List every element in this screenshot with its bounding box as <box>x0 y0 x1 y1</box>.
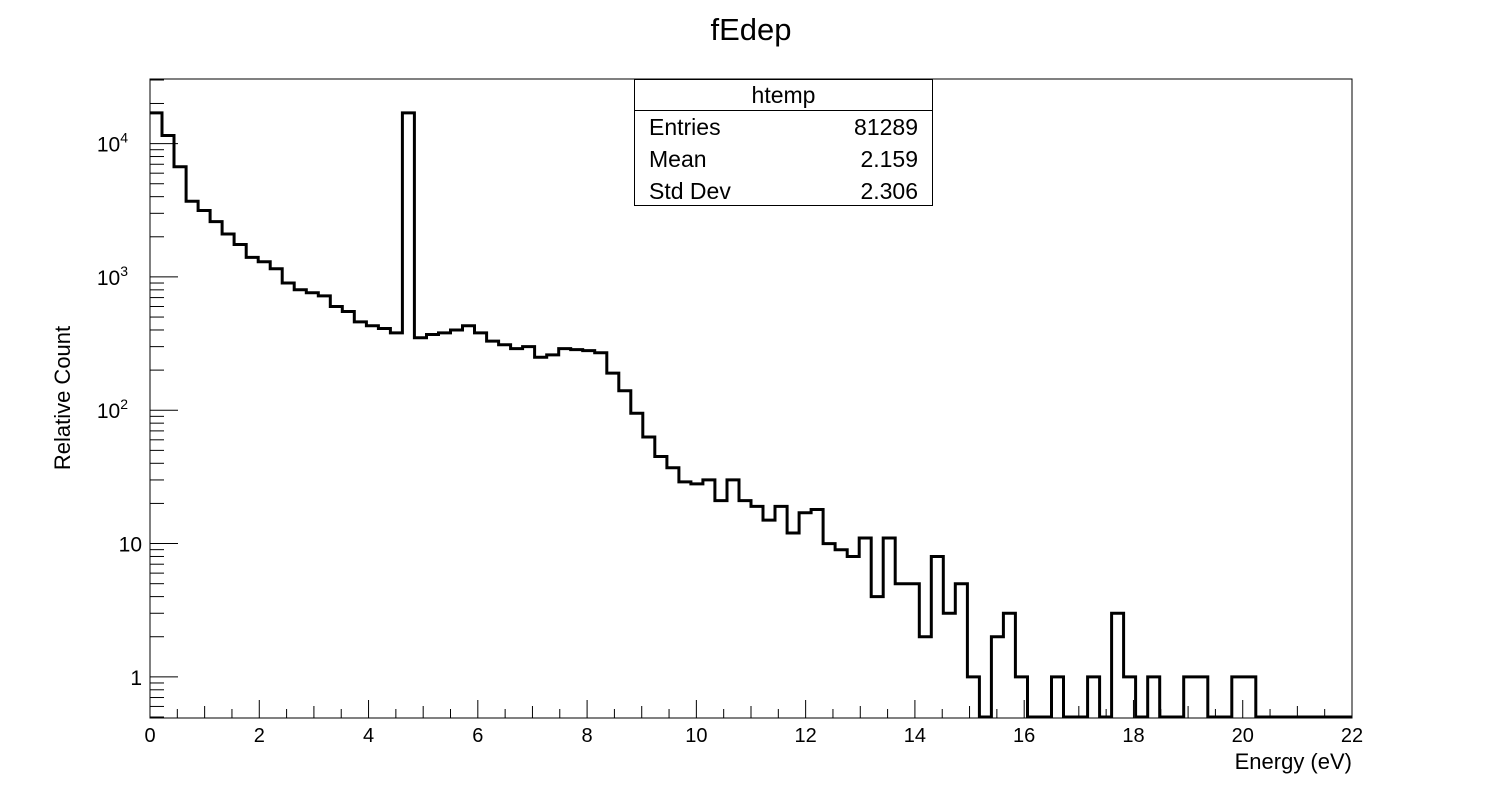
y-tick-label: 104 <box>97 130 128 157</box>
x-tick-label: 4 <box>363 725 374 747</box>
stats-label: Mean <box>649 146 707 172</box>
y-tick-label: 1 <box>130 667 142 690</box>
x-tick-label: 6 <box>472 725 483 747</box>
x-tick-label: 16 <box>1013 725 1035 747</box>
x-tick-label: 14 <box>904 725 926 747</box>
stats-label: Std Dev <box>649 178 731 204</box>
x-tick-label: 2 <box>254 725 265 747</box>
stats-row-stddev: Std Dev 2.306 <box>635 175 932 207</box>
x-tick-label: 20 <box>1232 725 1254 747</box>
stats-row-entries: Entries 81289 <box>635 111 932 143</box>
x-axis-label: Energy (eV) <box>1235 749 1352 774</box>
stats-title: htemp <box>635 80 932 111</box>
x-tick-label: 18 <box>1122 725 1144 747</box>
stats-value: 2.306 <box>860 178 918 204</box>
stats-value: 2.159 <box>860 146 918 172</box>
x-tick-label: 10 <box>685 725 707 747</box>
y-tick-label: 102 <box>97 396 128 423</box>
x-tick-label: 8 <box>582 725 593 747</box>
y-axis-label: Relative Count <box>50 326 75 470</box>
x-tick-label: 22 <box>1341 725 1363 747</box>
axis-ticks: 0 2 4 6 8 10 12 14 16 18 20 22 1 10 102 103 104 <box>97 79 1363 747</box>
x-tick-label: 0 <box>144 725 155 747</box>
y-tick-label: 10 <box>119 534 142 557</box>
y-tick-label: 103 <box>97 263 128 290</box>
stats-value: 81289 <box>854 114 918 140</box>
stats-box: htemp Entries 81289 Mean 2.159 Std Dev 2… <box>634 79 933 206</box>
x-tick-label: 12 <box>795 725 817 747</box>
histogram-line <box>150 111 1352 719</box>
stats-label: Entries <box>649 114 721 140</box>
chart-title: fEdep <box>710 12 791 47</box>
stats-row-mean: Mean 2.159 <box>635 143 932 175</box>
